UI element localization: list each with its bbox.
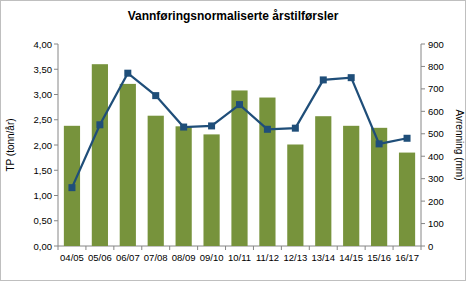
y2-tick [421,178,425,179]
y-tick-label: 2,00 [34,140,53,151]
y2-tick-label: 700 [428,83,444,94]
y2-tick-label: 100 [428,218,444,229]
y-tick-label: 3,50 [34,64,53,75]
x-tick-label: 04/05 [60,252,84,263]
y2-tick [421,223,425,224]
y2-tick [421,156,425,157]
x-tick [337,246,338,250]
x-tick-label: 12/13 [283,252,307,263]
x-tick-label: 07/08 [144,252,168,263]
y-tick-label: 4,00 [34,39,53,50]
x-tick [225,246,226,250]
bar [120,84,136,246]
y-tick-label: 1,50 [34,165,53,176]
x-tick [113,246,114,250]
y2-tick-label: 500 [428,128,444,139]
y2-tick-label: 800 [428,61,444,72]
bar [92,64,108,246]
plot-marks [64,64,415,246]
x-tick [169,246,170,250]
y-axis-label: TP (tonn/år) [5,118,16,171]
y2-tick-label: 300 [428,173,444,184]
y2-tick-label: 600 [428,106,444,117]
marker [404,135,411,142]
line [72,73,407,187]
bar [203,134,219,246]
marker [124,70,131,77]
x-tick [281,246,282,250]
bar [231,90,247,246]
x-tick-label: 15/16 [367,252,391,263]
y-tick-label: 3,00 [34,89,53,100]
marker [152,92,159,99]
frame [1,1,466,281]
marker [292,125,299,132]
x-tick-label: 16/17 [395,252,419,263]
x-tick [253,246,254,250]
x-tick-label: 09/10 [200,252,224,263]
x-tick-label: 08/09 [172,252,196,263]
y-tick-label: 0,50 [34,215,53,226]
x-tick [197,246,198,250]
y2-tick [421,246,425,247]
x-tick-label: 13/14 [311,252,335,263]
x-tick-label: 05/06 [88,252,112,263]
x-tick-label: 06/07 [116,252,140,263]
x-tick [58,246,59,250]
marker [68,184,75,191]
bar [315,116,331,246]
y2-tick [421,88,425,89]
marker [264,126,271,133]
x-tick [421,246,422,250]
x-tick [393,246,394,250]
x-tick [365,246,366,250]
title: Vannføringsnormaliserte årstilførsler [128,9,339,23]
x-tick [141,246,142,250]
x-tick-label: 10/11 [228,252,251,263]
y2-tick-label: 0 [428,241,433,252]
y-tick [54,145,58,146]
y2-axis-label: Avrenning (mm) [454,110,465,181]
bar [371,128,387,246]
y-tick-label: 0,00 [34,241,53,252]
x-tick [309,246,310,250]
bar [343,126,359,246]
marker [180,124,187,131]
bar [64,126,80,246]
y2-tick [421,133,425,134]
y2-tick [421,111,425,112]
marker [236,101,243,108]
bar [148,116,164,246]
y-tick-label: 1,00 [34,190,53,201]
y2-tick [421,201,425,202]
marker [376,140,383,147]
y-tick-label: 2,50 [34,114,53,125]
bar [399,153,415,246]
y-tick [54,69,58,70]
y-tick [54,170,58,171]
bar [176,126,192,246]
y2-tick-label: 900 [428,39,444,50]
y2-tick-label: 400 [428,151,444,162]
y-tick [54,246,58,247]
y-tick [54,195,58,196]
y-tick [54,220,58,221]
x-tick-label: 14/15 [339,252,363,263]
marker [96,121,103,128]
marker [208,122,215,129]
x-tick [85,246,86,250]
marker [320,76,327,83]
bar [287,144,303,246]
bar [259,98,275,246]
y2-tick [421,66,425,67]
x-tick-label: 11/12 [256,252,279,263]
y-tick [54,94,58,95]
y2-tick [421,44,425,45]
y2-axis [421,44,422,246]
y2-tick-label: 200 [428,196,444,207]
y-tick [54,119,58,120]
chart: Vannføringsnormaliserte årstilførsler 0,0… [0,0,466,281]
y-tick [54,44,58,45]
marker [348,74,355,81]
